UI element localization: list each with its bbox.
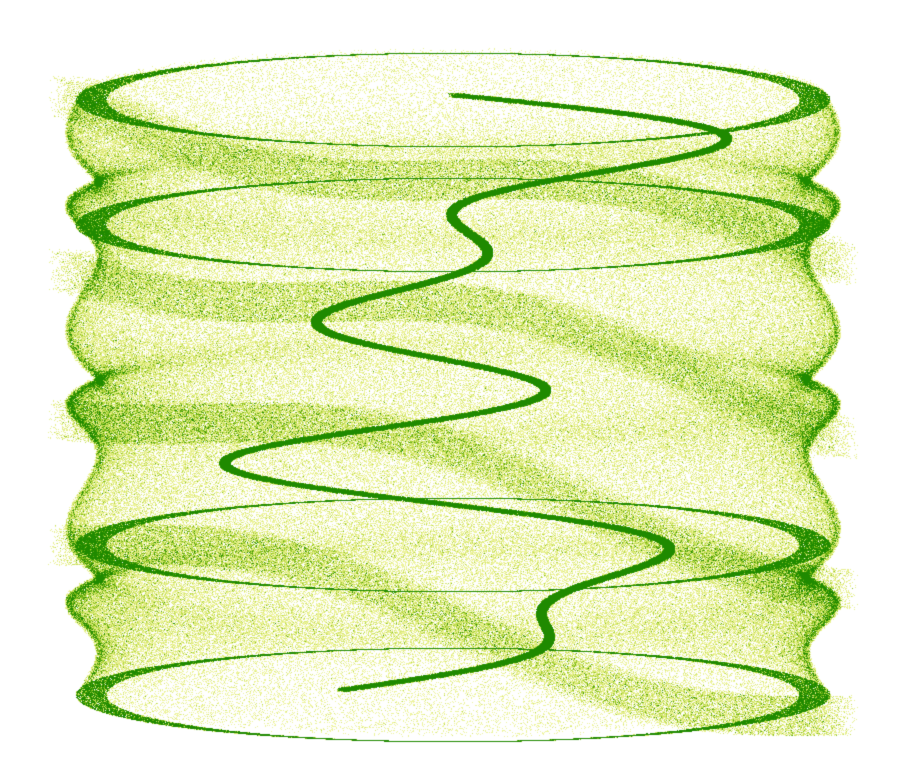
image-stage (0, 0, 906, 781)
attractor-canvas (0, 0, 906, 781)
